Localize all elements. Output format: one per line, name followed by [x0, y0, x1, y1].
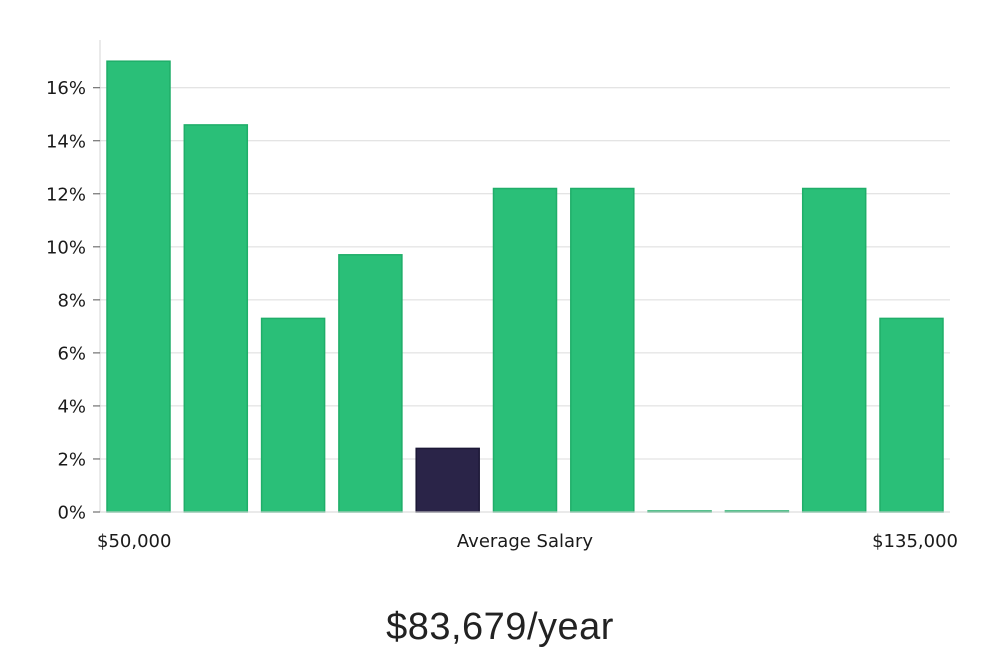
bar: [260, 317, 326, 513]
bar: [801, 187, 867, 513]
x-label-max: $135,000: [872, 531, 958, 552]
y-tick-label: 0%: [57, 503, 86, 524]
bar: [183, 124, 249, 513]
bar: [338, 254, 403, 513]
bar-highlighted: [415, 447, 480, 513]
bar: [106, 60, 171, 513]
bar: [492, 187, 558, 513]
bar: [570, 187, 635, 513]
y-tick-label: 2%: [57, 449, 86, 470]
y-tick-label: 12%: [46, 184, 86, 205]
y-tick-label: 10%: [46, 237, 86, 258]
y-tick-label: 6%: [57, 343, 86, 364]
average-salary-value: $83,679/year: [386, 606, 614, 648]
bar: [879, 317, 944, 513]
salary-histogram-chart: 0% 2% 4% 6% 8% 10% 12% 14% 16% $50,000 Average S…: [46, 40, 958, 552]
x-label-average: Average Salary: [457, 531, 594, 552]
y-tick-label: 14%: [46, 131, 86, 152]
bars: [106, 60, 944, 513]
y-tick-label: 16%: [46, 78, 86, 99]
axes: [99, 40, 950, 513]
y-tick-label: 8%: [57, 290, 86, 311]
y-tick-label: 4%: [57, 396, 86, 417]
y-tick-labels: 0% 2% 4% 6% 8% 10% 12% 14% 16%: [46, 78, 100, 524]
x-label-min: $50,000: [97, 531, 171, 552]
